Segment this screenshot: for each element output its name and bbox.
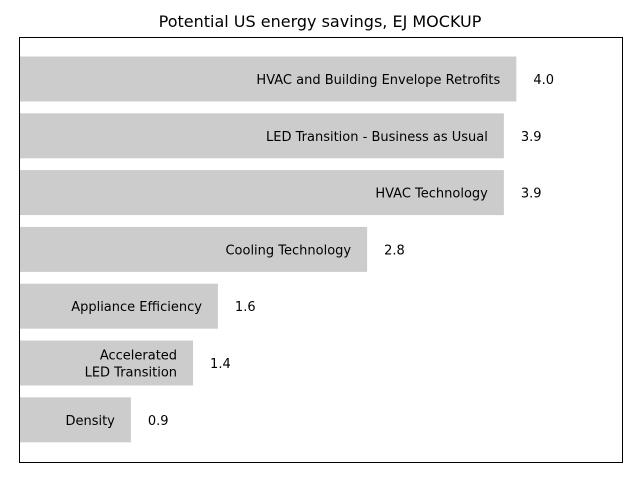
bar-value-label-5: 1.4 (210, 357, 231, 372)
bar-category-label-5: Accelerated LED Transition (85, 349, 177, 381)
bar-value-label-0: 4.0 (533, 73, 554, 88)
bar-6 (20, 397, 131, 443)
labels-layer: HVAC and Building Envelope Retrofits 4.0 L… (65, 73, 554, 429)
chart-title: Potential US energy savings, EJ MOCKUP (158, 12, 482, 31)
bar-category-label-4: Appliance Efficiency (71, 300, 202, 315)
bar-value-label-4: 1.6 (235, 300, 256, 315)
bar-2 (20, 170, 504, 216)
plot-frame (19, 37, 623, 463)
bar-value-label-6: 0.9 (148, 414, 169, 429)
bar-category-label-1: LED Transition - Business as Usual (266, 130, 488, 145)
bars-layer (20, 56, 517, 443)
bar-5 (20, 340, 194, 386)
bar-category-label-6: Density (65, 414, 115, 429)
bar-category-label-3: Cooling Technology (225, 243, 351, 258)
bar-category-label-0: HVAC and Building Envelope Retrofits (256, 73, 500, 88)
bar-0 (20, 56, 517, 102)
bar-value-label-3: 2.8 (384, 243, 405, 258)
bar-value-label-1: 3.9 (521, 130, 542, 145)
bar-4 (20, 283, 218, 329)
bar-value-label-2: 3.9 (521, 187, 542, 202)
bar-3 (20, 226, 368, 272)
bar-category-label-2: HVAC Technology (375, 187, 488, 202)
bar-1 (20, 113, 504, 159)
